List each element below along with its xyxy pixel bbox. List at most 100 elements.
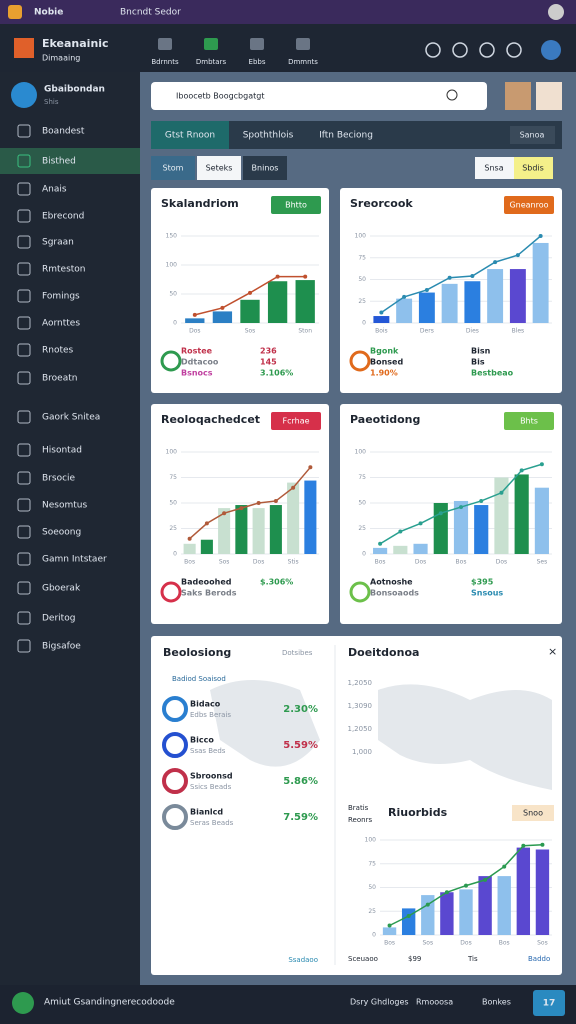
chip[interactable]	[197, 156, 241, 180]
chip[interactable]	[243, 156, 287, 180]
header-icon[interactable]	[452, 42, 468, 58]
sidebar-icon[interactable]	[17, 639, 31, 653]
sidebar-icon[interactable]	[17, 611, 31, 625]
x-tick-label: Dos	[496, 559, 507, 566]
panel-badge[interactable]	[271, 412, 321, 430]
tab-icon[interactable]	[204, 38, 218, 50]
sidebar-item: Rmteston	[42, 265, 86, 275]
sidebar-icon[interactable]	[17, 235, 31, 249]
avatar[interactable]	[548, 4, 564, 20]
sidebar-icon[interactable]	[17, 581, 31, 595]
x-tick-label: Dos	[189, 328, 200, 335]
bar	[240, 299, 260, 323]
sidebar-item: Boandest	[42, 127, 85, 137]
chip[interactable]	[151, 156, 195, 180]
bar	[393, 545, 408, 554]
x-tick-label: Sos	[219, 559, 230, 566]
trend-footer: Tis	[467, 955, 478, 963]
trend-point	[499, 490, 504, 495]
bar	[396, 298, 413, 323]
sidebar-icon[interactable]	[17, 552, 31, 566]
sidebar-selected	[0, 148, 140, 174]
bar	[418, 292, 435, 323]
x-tick-label: Bos	[384, 940, 395, 947]
y-tick-label: 100	[355, 449, 367, 456]
bottom-logo	[12, 992, 34, 1014]
sidebar-icon[interactable]	[17, 316, 31, 330]
sidebar-icon[interactable]	[17, 154, 31, 168]
header-icon[interactable]	[425, 42, 441, 58]
region-name: Sbroonsd	[190, 772, 233, 781]
header-avatar[interactable]	[541, 40, 561, 60]
panel-title: Riuorbids	[388, 806, 448, 819]
tab-icon[interactable]	[158, 38, 172, 50]
trend-footer: Baddo	[528, 955, 550, 963]
bar	[185, 318, 205, 323]
header-icon[interactable]	[506, 42, 522, 58]
profile-avatar	[11, 82, 37, 108]
map-scale: 1,3090	[348, 702, 373, 710]
sidebar-icon[interactable]	[17, 498, 31, 512]
stat: Bonsoaods	[370, 589, 419, 598]
url[interactable]: Bncndt Sedor	[120, 8, 181, 18]
sidebar-icon[interactable]	[17, 371, 31, 385]
panel-badge-label: Gneanroo	[509, 201, 548, 210]
y-tick-label: 50	[169, 291, 177, 298]
header-tab: Bdrnnts	[151, 58, 179, 66]
stat: 236	[260, 347, 277, 356]
sidebar-icon[interactable]	[17, 343, 31, 357]
tab-icon[interactable]	[296, 38, 310, 50]
panel-badge[interactable]	[512, 805, 554, 821]
chip[interactable]	[514, 157, 553, 179]
bottom-link: Dsry Ghdloges	[350, 998, 409, 1007]
bottom-link: Bonkes	[482, 998, 511, 1007]
sidebar-icon[interactable]	[17, 410, 31, 424]
view-tab: Iftn Beciong	[319, 131, 373, 141]
stat: Bonsed	[370, 358, 403, 367]
user-photo[interactable]	[505, 82, 531, 110]
header-icon[interactable]	[479, 42, 495, 58]
view-tab-active[interactable]	[151, 121, 229, 149]
sidebar-icon[interactable]	[17, 289, 31, 303]
sidebar-icon[interactable]	[17, 209, 31, 223]
stat: Bis	[471, 358, 485, 367]
sidebar-item: Brsocie	[42, 474, 76, 484]
map-scale: 1,2050	[348, 679, 373, 687]
sidebar-icon[interactable]	[17, 262, 31, 276]
bar	[478, 876, 492, 935]
sidebar-icon[interactable]	[17, 124, 31, 138]
search-box[interactable]	[151, 82, 487, 110]
panel-badge[interactable]	[271, 196, 321, 214]
trend-line	[189, 466, 311, 540]
user-photo[interactable]	[536, 82, 562, 110]
tab-icon[interactable]	[250, 38, 264, 50]
panel-badge[interactable]	[504, 196, 554, 214]
chip[interactable]	[475, 157, 514, 179]
bar	[373, 547, 388, 554]
sidebar-icon[interactable]	[17, 525, 31, 539]
panel	[151, 188, 329, 393]
panel-badge[interactable]	[504, 412, 554, 430]
region-value: 2.30%	[283, 704, 318, 715]
stat: 1.90%	[370, 369, 398, 378]
view-tab-right[interactable]	[510, 126, 555, 144]
map-scale: 1,2050	[348, 725, 373, 733]
bottom-button[interactable]	[533, 990, 565, 1016]
trend-footer: Sceuaoo	[348, 955, 378, 963]
chip-label: Stom	[163, 164, 184, 173]
sidebar-item: Sgraan	[42, 238, 74, 248]
search-icon[interactable]	[446, 89, 458, 101]
sidebar-item: Fomings	[42, 292, 80, 302]
sidebar-icon[interactable]	[17, 443, 31, 457]
panel-title: Skalandriom	[161, 197, 239, 210]
trend-point	[406, 914, 411, 918]
close[interactable]: ×	[548, 645, 557, 658]
sidebar-item: Gamn Intstaer	[42, 555, 107, 565]
bar	[509, 269, 526, 323]
sidebar-icon[interactable]	[17, 471, 31, 485]
status-bar	[0, 0, 576, 24]
y-tick-label: 75	[358, 254, 366, 261]
trend-point	[204, 521, 209, 526]
sidebar-icon[interactable]	[17, 182, 31, 196]
